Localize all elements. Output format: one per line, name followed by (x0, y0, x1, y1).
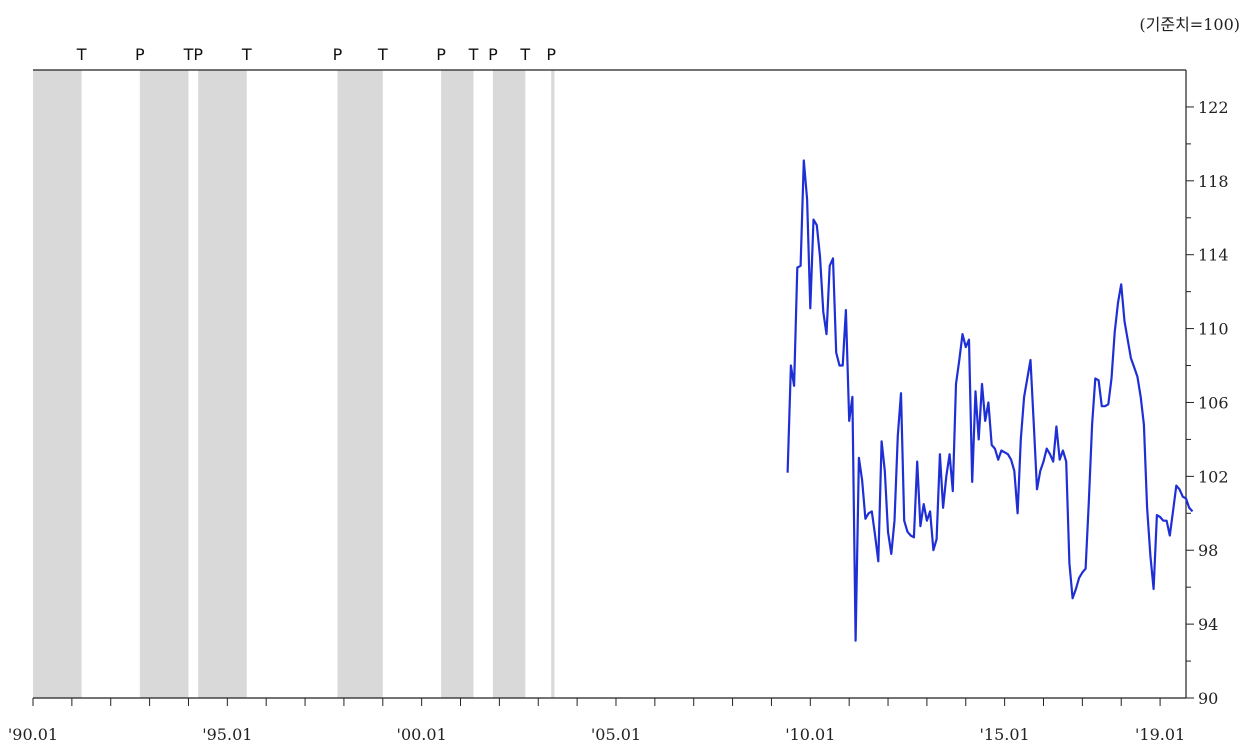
y-tick-label: 102 (1198, 467, 1229, 486)
turning-point-label: P (333, 45, 343, 64)
series-line (786, 159, 1194, 642)
turning-point-label: P (436, 45, 446, 64)
y-tick-label: 114 (1198, 246, 1229, 265)
turning-point-label: P (488, 45, 498, 64)
shaded-period (139, 70, 189, 698)
x-tick-label: '19.01 (1135, 725, 1185, 744)
turning-point-label: T (183, 45, 194, 64)
x-tick-label: '90.01 (8, 725, 58, 744)
y-tick-label: 122 (1198, 98, 1229, 117)
x-tick-label: '95.01 (202, 725, 252, 744)
x-tick-label: '15.01 (980, 725, 1030, 744)
x-axis-ticks: '90.01 '95.01 '00.01 '05.01 '10.01 '15.01 '19.… (8, 698, 1185, 744)
turning-point-label: T (519, 45, 530, 64)
x-tick-label: '00.01 (397, 725, 447, 744)
shaded-period (33, 70, 82, 698)
turning-point-label: T (76, 45, 87, 64)
y-tick-label: 90 (1198, 689, 1218, 708)
y-tick-label: 118 (1198, 172, 1229, 191)
x-tick-label: '10.01 (785, 725, 835, 744)
y-tick-label: 98 (1198, 541, 1218, 560)
turning-point-label: P (546, 45, 556, 64)
turning-point-label: T (377, 45, 388, 64)
shaded-period (337, 70, 383, 698)
y-tick-label: 94 (1198, 615, 1218, 634)
shaded-period (492, 70, 526, 698)
x-tick-label: '05.01 (591, 725, 641, 744)
y-tick-label: 106 (1198, 393, 1229, 412)
shaded-period (198, 70, 247, 698)
turning-point-label: P (135, 45, 145, 64)
turning-point-label: T (241, 45, 252, 64)
shaded-period (551, 70, 555, 698)
shaded-period (441, 70, 474, 698)
turning-point-label: P (193, 45, 203, 64)
unit-label: (기준치=100) (1139, 15, 1240, 34)
recession-shading (33, 70, 555, 698)
y-axis-ticks: 90 94 98 102 106 110 114 118 122 (1186, 98, 1229, 708)
y-tick-label: 110 (1198, 320, 1229, 339)
turning-point-label: T (468, 45, 479, 64)
